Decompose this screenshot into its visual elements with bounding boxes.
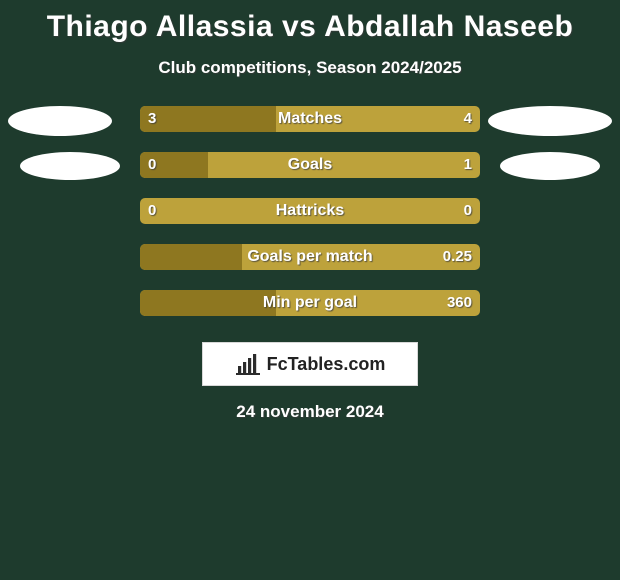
stat-bar-fill xyxy=(140,106,276,132)
stat-bar-fill xyxy=(140,244,242,270)
stat-value-right: 4 xyxy=(464,106,472,132)
stat-value-right: 1 xyxy=(464,152,472,178)
stat-row: Goals per match0.25 xyxy=(0,244,620,290)
stat-row: Matches34 xyxy=(0,106,620,152)
player-ellipse-icon xyxy=(20,152,120,180)
stat-row: Hattricks00 xyxy=(0,198,620,244)
stat-bar-track xyxy=(140,244,480,270)
snapshot-date: 24 november 2024 xyxy=(0,402,620,422)
stat-bar-track xyxy=(140,152,480,178)
stat-value-left: 3 xyxy=(148,106,156,132)
stat-bar-fill xyxy=(140,290,276,316)
subtitle: Club competitions, Season 2024/2025 xyxy=(0,58,620,78)
player-ellipse-icon xyxy=(8,106,112,136)
player-ellipse-icon xyxy=(488,106,612,136)
brand-badge: FcTables.com xyxy=(202,342,418,386)
stat-value-left: 0 xyxy=(148,152,156,178)
stat-bar-track xyxy=(140,290,480,316)
bar-chart-icon xyxy=(235,353,261,375)
stats-chart: Matches34Goals01Hattricks00Goals per mat… xyxy=(0,106,620,336)
page-title: Thiago Allassia vs Abdallah Naseeb xyxy=(0,0,620,44)
stat-value-left: 0 xyxy=(148,198,156,224)
stat-value-right: 0.25 xyxy=(443,244,472,270)
stat-value-right: 0 xyxy=(464,198,472,224)
stat-value-right: 360 xyxy=(447,290,472,316)
brand-name: FcTables.com xyxy=(267,354,386,375)
stat-bar-track xyxy=(140,106,480,132)
stat-bar-track xyxy=(140,198,480,224)
player-ellipse-icon xyxy=(500,152,600,180)
stat-row: Goals01 xyxy=(0,152,620,198)
stat-row: Min per goal360 xyxy=(0,290,620,336)
comparison-infographic: Thiago Allassia vs Abdallah Naseeb Club … xyxy=(0,0,620,580)
